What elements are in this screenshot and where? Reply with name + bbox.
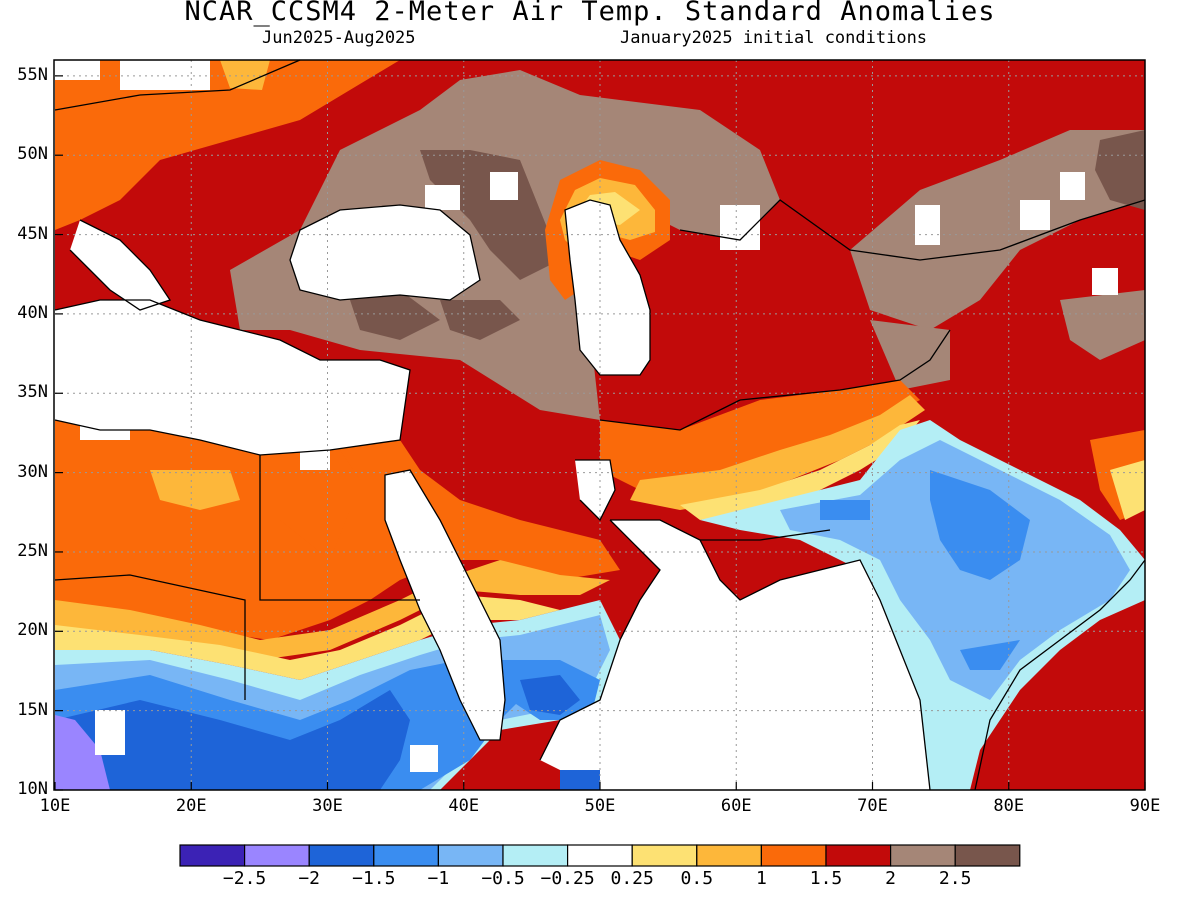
colorbar-swatch (631, 844, 698, 867)
colorbar-swatch (825, 844, 892, 867)
lon-label: 10E (39, 796, 71, 816)
colorbar-label: 2.5 (938, 868, 972, 889)
colorbar-label: 0.5 (680, 868, 714, 889)
lon-label: 60E (720, 796, 752, 816)
lat-label: 50N (17, 144, 48, 165)
colorbar-label: −0.5 (481, 868, 525, 889)
colorbar-label: −2 (298, 868, 321, 889)
lat-label: 45N (17, 223, 48, 244)
colorbar-swatch (437, 844, 504, 867)
colorbar-label: −0.25 (540, 868, 595, 889)
colorbar-swatch (889, 844, 956, 867)
colorbar-label: 1 (755, 868, 767, 889)
lat-label: 30N (17, 461, 48, 482)
axis-ticks (54, 75, 1146, 791)
lat-label: 15N (17, 699, 48, 720)
lat-label: 35N (17, 382, 48, 403)
lat-label: 40N (17, 302, 48, 323)
lat-label: 10N (17, 779, 48, 799)
lon-label: 70E (857, 796, 888, 816)
colorbar (179, 844, 1021, 867)
colorbar-swatch (179, 844, 246, 867)
colorbar-label: 0.25 (610, 868, 654, 889)
lat-lon-grid (55, 60, 1145, 790)
colorbar-swatch (244, 844, 310, 867)
colorbar-label: −1 (427, 868, 450, 889)
colorbar-swatch (954, 844, 1021, 867)
colorbar-swatch (760, 844, 827, 867)
lon-label: 30E (312, 796, 343, 816)
coastlines (54, 59, 1146, 791)
colorbar-label: −1.5 (352, 868, 396, 889)
lat-label: 25N (17, 540, 48, 561)
lon-label: 50E (584, 796, 616, 816)
colorbar-label: −2.5 (222, 868, 267, 889)
colorbar-swatch (566, 844, 633, 867)
colorbar-swatch (308, 844, 375, 867)
colorbar-label: 2 (885, 868, 897, 889)
map-title: NCAR_CCSM4 2-Meter Air Temp. Standard An… (184, 0, 996, 27)
lat-label: 20N (17, 620, 48, 641)
initial-conditions: January2025 initial conditions (620, 28, 928, 48)
anomaly-field (55, 60, 1145, 790)
lon-label: 40E (448, 796, 480, 816)
colorbar-swatch (696, 844, 762, 867)
lon-label: 80E (993, 796, 1025, 816)
colorbar-swatch (373, 844, 439, 867)
lat-label: 55N (17, 64, 48, 85)
lon-label: 90E (1129, 796, 1161, 816)
colorbar-label: 1.5 (809, 868, 843, 889)
lon-label: 20E (175, 796, 207, 816)
colorbar-swatch (502, 844, 569, 867)
forecast-period: Jun2025-Aug2025 (262, 28, 416, 48)
